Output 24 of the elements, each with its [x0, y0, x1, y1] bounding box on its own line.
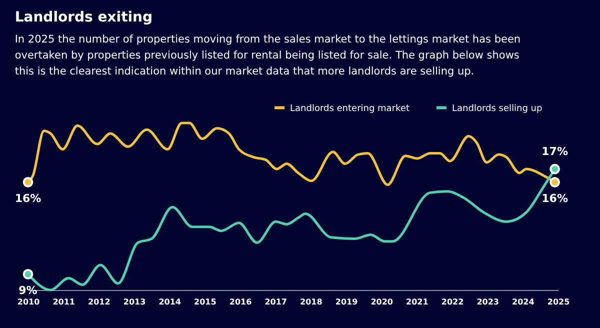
x-tick-label: 2010 [17, 298, 40, 306]
x-tick-label: 2016 [229, 298, 252, 306]
x-tick-label: 2014 [158, 298, 182, 306]
x-tick-label: 2025 [547, 298, 570, 306]
x-tick-label: 2024 [512, 298, 535, 306]
chart-title: Landlords exiting [14, 9, 153, 26]
x-tick-label: 2020 [370, 298, 394, 306]
data-label: 17% [542, 145, 568, 158]
legend-label: Landlords entering market [290, 104, 410, 114]
x-tick-label: 2012 [88, 298, 110, 306]
chart-subtitle: In 2025 the number of properties moving from the sales market to the lettings market has been overtaken by properties previously listed for rental being listed for sale. The graph below shows this is the clearest indication within our market data that more landlords are selling up. [14, 33, 521, 78]
x-tick-label: 2018 [300, 298, 323, 306]
x-tick-label: 2011 [52, 298, 76, 306]
x-tick-label: 2023 [476, 298, 499, 306]
x-tick-label: 2015 [194, 298, 217, 306]
data-label: 16% [542, 192, 568, 206]
data-label: 9% [18, 284, 38, 298]
x-tick-label: 2019 [335, 298, 358, 306]
data-label: 16% [14, 192, 42, 206]
x-tick-label: 2013 [123, 298, 146, 306]
x-tick-label: 2017 [264, 298, 287, 306]
x-tick-label: 2022 [441, 298, 464, 306]
x-tick-label: 2021 [406, 298, 429, 306]
legend-label: Landlords selling up [452, 104, 542, 114]
